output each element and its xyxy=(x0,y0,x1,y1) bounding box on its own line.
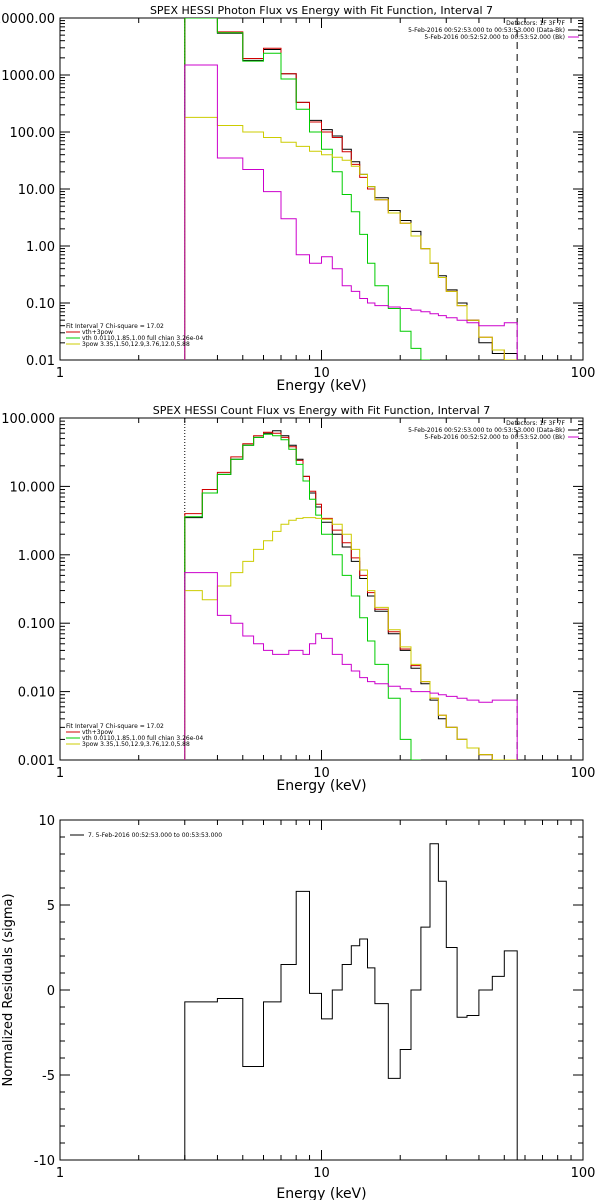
plot-frame xyxy=(59,819,584,1161)
x-tick-label: 10 xyxy=(313,1166,330,1181)
legend-text: 3pow 3.35,1.50,12.9,3.76,12.0,5.88 xyxy=(82,341,190,348)
legend-text: vth 0.0110,1.85,1.00 full chian 3.26e-04 xyxy=(82,735,203,742)
y-tick-label: 0.10 xyxy=(26,297,55,312)
residuals-panel: 1 10 100 -10 -5 0 5 10 Energy (keV) Normalized Re… xyxy=(1,814,596,1202)
y-tick-label: -10 xyxy=(34,1154,55,1169)
series-group xyxy=(184,18,518,360)
series-line-vth xyxy=(184,433,421,760)
y-tick-label: 10000.00 xyxy=(0,12,55,27)
legend-text: Fit Interval 7 Chi-square = 17.02 xyxy=(66,723,164,730)
x-axis-label: Energy (keV) xyxy=(276,378,366,394)
legend-text: 7. 5-Feb-2016 00:52:53.000 to 00:53:53.0… xyxy=(88,832,222,839)
y-tick-label: 0.010 xyxy=(18,686,55,701)
legend-text: vth 0.0110,1.85,1.00 full chian 3.26e-04 xyxy=(82,335,203,342)
x-tick-label: 1 xyxy=(56,366,64,381)
y-tick-label: 0.100 xyxy=(18,617,55,632)
y-tick-label: 100.000 xyxy=(1,412,55,427)
y-tick-label: 1.000 xyxy=(18,549,55,564)
legend-text: vth+3pow xyxy=(82,729,113,736)
y-tick-label: -5 xyxy=(42,1069,55,1084)
y-tick-label: 5 xyxy=(47,899,55,914)
x-tick-label: 1 xyxy=(56,766,64,781)
x-axis-label: Energy (keV) xyxy=(276,1186,366,1200)
photon-flux-panel: SPEX HESSI Photon Flux vs Energy with Fi… xyxy=(0,4,595,394)
plot-frame xyxy=(59,417,584,761)
header-text-line: 5-Feb-2016 00:52:53.000 to 00:53:53.000 … xyxy=(408,27,565,34)
x-axis-label: Energy (keV) xyxy=(276,778,366,794)
chart-title: SPEX HESSI Count Flux vs Energy with Fit… xyxy=(153,404,490,417)
x-tick-label: 100 xyxy=(571,366,596,381)
header-text-line: 5-Feb-2016 00:52:52.000 to 00:53:52.000 … xyxy=(424,34,565,41)
x-tick-label: 100 xyxy=(571,766,596,781)
legend-text: vth+3pow xyxy=(82,329,113,336)
y-tick-label: 0 xyxy=(47,984,55,999)
series-line-bk xyxy=(184,572,518,760)
legend-text: 3pow 3.35,1.50,12.9,3.76,12.0,5.88 xyxy=(82,741,190,748)
y-tick-label: 0.01 xyxy=(26,354,55,369)
chart-title: SPEX HESSI Photon Flux vs Energy with Fi… xyxy=(150,4,493,17)
plot-frame xyxy=(59,17,584,361)
y-tick-label: 10.00 xyxy=(18,183,55,198)
header-text-line: Detectors: 1F 3F 7F xyxy=(506,420,565,427)
y-tick-label: 10.000 xyxy=(10,480,56,495)
y-axis-label: Normalized Residuals (sigma) xyxy=(1,893,16,1086)
y-tick-label: 1.00 xyxy=(26,240,55,255)
y-tick-label: 10 xyxy=(38,814,55,829)
x-tick-label: 100 xyxy=(571,1166,596,1181)
count-flux-panel: SPEX HESSI Count Flux vs Energy with Fit… xyxy=(1,404,595,794)
series-group xyxy=(184,843,518,1160)
x-tick-label: 10 xyxy=(313,366,330,381)
series-group xyxy=(184,430,518,760)
y-tick-label: 100.00 xyxy=(10,126,56,141)
header-text-line: Detectors: 1F 3F 7F xyxy=(506,20,565,27)
series-line-residuals xyxy=(184,843,518,1160)
series-line-3pow xyxy=(184,517,518,760)
series-line-vth xyxy=(184,18,430,360)
header-text-line: 5-Feb-2016 00:52:52.000 to 00:53:52.000 … xyxy=(424,434,565,441)
y-tick-label: 1000.00 xyxy=(1,69,55,84)
y-tick-label: 0.001 xyxy=(18,754,55,769)
legend-text: Fit Interval 7 Chi-square = 17.02 xyxy=(66,323,164,330)
x-tick-label: 10 xyxy=(313,766,330,781)
x-tick-label: 1 xyxy=(56,1166,64,1181)
series-line-3pow xyxy=(184,116,518,360)
series-line-bk xyxy=(184,64,518,360)
header-text-line: 5-Feb-2016 00:52:53.000 to 00:53:53.000 … xyxy=(408,427,565,434)
